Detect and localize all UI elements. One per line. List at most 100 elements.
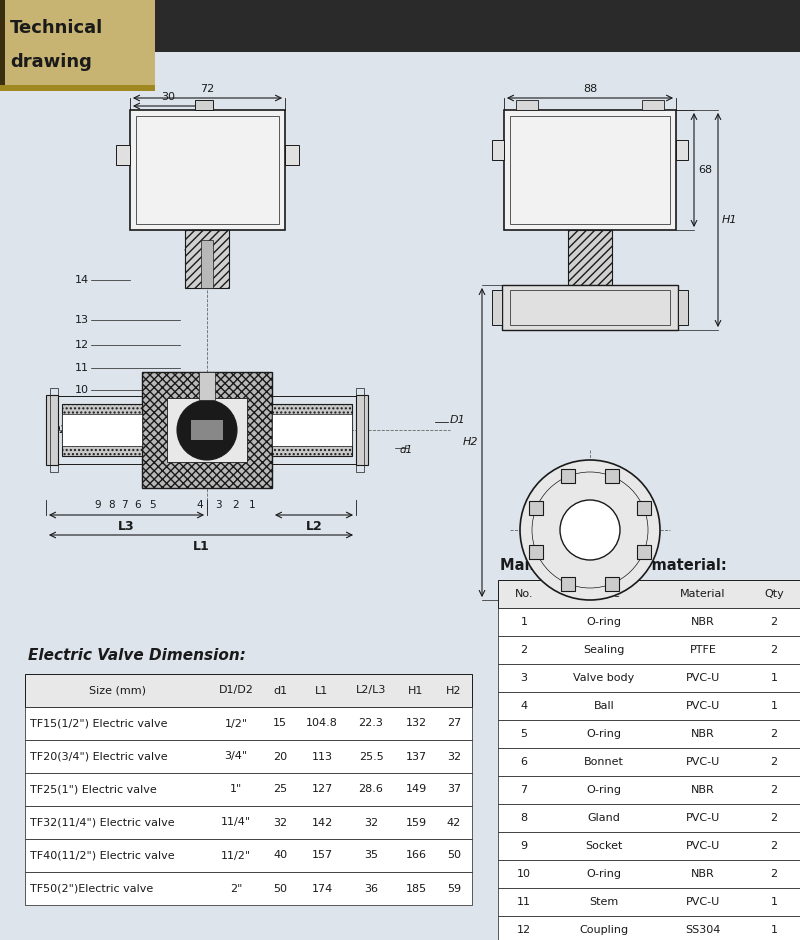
Text: 104.8: 104.8	[306, 718, 338, 728]
Text: 11/4": 11/4"	[221, 818, 251, 827]
Bar	[0, 88, 800, 648]
Bar	[498, 776, 800, 804]
Text: 25: 25	[273, 785, 287, 794]
Text: SS304: SS304	[686, 925, 721, 935]
Text: 7: 7	[521, 785, 527, 795]
Bar	[498, 580, 800, 608]
Bar	[498, 608, 800, 636]
Bar	[498, 692, 800, 720]
Text: 185: 185	[406, 884, 426, 894]
Text: 174: 174	[311, 884, 333, 894]
Text: 159: 159	[406, 818, 426, 827]
Bar	[25, 707, 472, 740]
Text: D1/D2: D1/D2	[218, 685, 254, 696]
Text: 2: 2	[770, 841, 778, 851]
Text: 11: 11	[75, 363, 89, 373]
Text: 30: 30	[161, 92, 175, 102]
Text: H1: H1	[722, 215, 738, 225]
Bar	[25, 773, 472, 806]
Text: 12: 12	[517, 925, 531, 935]
Text: 1/2": 1/2"	[225, 718, 247, 728]
Text: 50: 50	[447, 851, 461, 860]
Text: PVC-U: PVC-U	[686, 897, 720, 907]
Text: 166: 166	[406, 851, 426, 860]
Text: Sealing: Sealing	[583, 645, 625, 655]
Text: 72: 72	[200, 84, 214, 94]
Text: 35: 35	[364, 851, 378, 860]
Text: 22.3: 22.3	[358, 718, 383, 728]
Bar	[568, 230, 612, 285]
Bar	[142, 372, 272, 488]
Bar	[62, 404, 142, 456]
Text: TF15(1/2") Electric valve: TF15(1/2") Electric valve	[30, 718, 167, 728]
Bar	[676, 140, 688, 160]
Text: Technical: Technical	[10, 19, 103, 37]
Bar	[0, 85, 155, 91]
Text: TF25(1") Electric valve: TF25(1") Electric valve	[30, 785, 157, 794]
Bar	[561, 576, 575, 590]
Text: PTFE: PTFE	[690, 645, 717, 655]
Bar	[492, 140, 504, 160]
Bar	[285, 145, 299, 165]
Text: 10: 10	[75, 385, 89, 395]
Bar	[25, 674, 472, 707]
Text: 149: 149	[406, 785, 426, 794]
Text: 2: 2	[233, 500, 239, 510]
Bar	[130, 110, 285, 230]
Bar	[58, 396, 142, 464]
Bar	[637, 545, 650, 559]
Text: D1: D1	[450, 415, 466, 425]
Text: O-ring: O-ring	[586, 617, 622, 627]
Text: NBR: NBR	[691, 785, 715, 795]
Bar	[510, 290, 670, 325]
Text: 2: 2	[770, 813, 778, 823]
Bar	[356, 388, 364, 472]
Bar	[25, 806, 472, 839]
Text: 2: 2	[521, 645, 527, 655]
Bar	[25, 740, 472, 773]
Text: 9: 9	[94, 500, 102, 510]
Bar	[510, 116, 670, 224]
Bar	[50, 388, 58, 472]
Bar	[637, 501, 650, 515]
Text: Electric Valve Dimension:: Electric Valve Dimension:	[28, 648, 246, 663]
Bar	[561, 469, 575, 483]
Text: Bonnet: Bonnet	[584, 757, 624, 767]
Text: 32: 32	[273, 818, 287, 827]
Text: 42: 42	[447, 818, 461, 827]
Bar	[201, 240, 213, 288]
Circle shape	[520, 460, 660, 600]
Bar	[272, 404, 352, 456]
Text: NBR: NBR	[691, 869, 715, 879]
Text: 2: 2	[770, 757, 778, 767]
Text: 142: 142	[311, 818, 333, 827]
Text: PVC-U: PVC-U	[686, 701, 720, 711]
Text: 13: 13	[75, 315, 89, 325]
Bar	[504, 110, 676, 230]
Text: L2/L3: L2/L3	[356, 685, 386, 696]
Text: 1: 1	[249, 500, 255, 510]
Text: 8: 8	[109, 500, 115, 510]
Bar	[498, 832, 800, 860]
Text: 132: 132	[406, 718, 426, 728]
Text: 113: 113	[311, 751, 333, 761]
Text: 36: 36	[364, 884, 378, 894]
Text: H2: H2	[462, 437, 478, 447]
Text: 11: 11	[517, 897, 531, 907]
Bar	[195, 100, 213, 110]
Bar	[167, 398, 247, 462]
Bar	[678, 290, 688, 325]
Text: O-ring: O-ring	[586, 729, 622, 739]
Text: Size (mm): Size (mm)	[89, 685, 146, 696]
Text: 2: 2	[770, 785, 778, 795]
Text: drawing: drawing	[10, 53, 92, 71]
Text: No.: No.	[514, 589, 534, 599]
Text: 25.5: 25.5	[358, 751, 383, 761]
Text: 20: 20	[273, 751, 287, 761]
Text: 37: 37	[447, 785, 461, 794]
Text: 1": 1"	[230, 785, 242, 794]
Text: 10: 10	[517, 869, 531, 879]
Circle shape	[560, 500, 620, 560]
Bar	[62, 414, 142, 446]
Text: 1: 1	[521, 617, 527, 627]
